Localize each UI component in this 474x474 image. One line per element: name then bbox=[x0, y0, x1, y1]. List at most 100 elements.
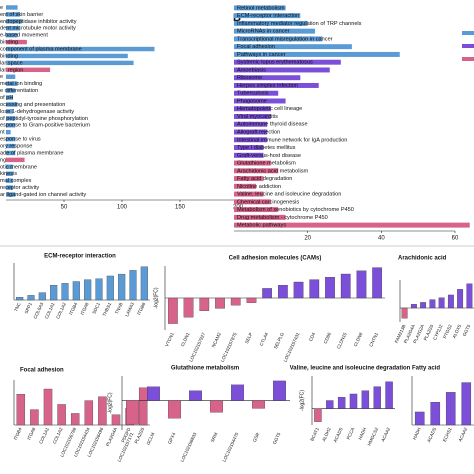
bar bbox=[6, 95, 13, 100]
category-label: ECHS1 bbox=[442, 426, 453, 442]
category-label: GGT5 bbox=[462, 323, 472, 337]
category-label: Metabolic pathways bbox=[237, 223, 286, 229]
panel-title: ECM-receptor interaction bbox=[44, 254, 116, 260]
panel-title: Arachidonic acid bbox=[398, 256, 447, 262]
category-label: HADH bbox=[357, 427, 367, 441]
bar bbox=[70, 413, 80, 426]
category-label: Tuberculosis bbox=[237, 91, 269, 97]
bar bbox=[6, 157, 25, 163]
bar bbox=[414, 411, 425, 426]
bar bbox=[6, 74, 16, 79]
category-label: SRM bbox=[210, 432, 219, 443]
category-label: Nicotine addiction bbox=[237, 184, 281, 190]
bar bbox=[401, 307, 408, 319]
bar bbox=[30, 409, 39, 426]
bar bbox=[234, 59, 341, 65]
bar bbox=[461, 382, 472, 426]
category-label: Graft-versus-host disease bbox=[237, 153, 301, 159]
bar bbox=[6, 109, 13, 114]
category-label: CNTN1 bbox=[368, 331, 379, 347]
bar bbox=[234, 20, 308, 26]
category-label: COL1A2 bbox=[52, 426, 64, 444]
category-label: NCAM2 bbox=[211, 331, 222, 348]
bar bbox=[50, 285, 58, 301]
bar bbox=[168, 400, 181, 419]
bar bbox=[6, 53, 128, 59]
bar bbox=[6, 19, 23, 24]
category-label: Inflammatory mediator regulation of TRP … bbox=[237, 21, 362, 27]
category-label: receptor activity bbox=[0, 185, 39, 191]
category-label: ACADS bbox=[426, 427, 437, 443]
bar bbox=[234, 114, 271, 119]
bar bbox=[234, 183, 257, 189]
bar bbox=[234, 152, 264, 158]
category-label: component of plasma membrane bbox=[0, 47, 82, 53]
category-label: SELPLG bbox=[273, 331, 285, 349]
bar bbox=[6, 81, 18, 86]
category-label: Focal adhesion bbox=[237, 44, 275, 50]
category-label: ITGB8 bbox=[136, 301, 146, 315]
bar bbox=[314, 408, 322, 422]
legend-swatch bbox=[462, 44, 474, 48]
bar bbox=[356, 270, 367, 299]
category-label: ALOX5 bbox=[451, 323, 462, 339]
category-label: PLA2G5 bbox=[133, 426, 145, 444]
category-label: otic membrane bbox=[0, 164, 37, 170]
category-label: lar space bbox=[0, 60, 23, 66]
y-axis-label: -log2(FC) bbox=[153, 287, 159, 308]
bar bbox=[138, 387, 148, 426]
bar bbox=[6, 136, 16, 142]
bar bbox=[140, 266, 148, 301]
category-label: Herpes simplex infection bbox=[237, 83, 298, 89]
category-label: Glutathione metabolism bbox=[237, 161, 296, 167]
bar bbox=[231, 384, 244, 401]
bar bbox=[106, 275, 114, 301]
bar bbox=[234, 176, 264, 182]
category-label: BCAT1 bbox=[309, 426, 320, 441]
bar bbox=[27, 295, 35, 301]
bar bbox=[6, 129, 11, 135]
bar bbox=[234, 207, 279, 213]
category-label: of pH bbox=[0, 95, 13, 101]
category-label: Retinol metabolism bbox=[237, 5, 285, 11]
category-label: e bbox=[0, 74, 3, 80]
bar bbox=[309, 279, 320, 299]
bar bbox=[6, 185, 13, 190]
bar bbox=[129, 270, 137, 301]
category-label: ITGA8 bbox=[80, 301, 90, 315]
category-label: THBS1 bbox=[102, 301, 113, 317]
category-label: Drug metabolism - cytochrome P450 bbox=[237, 215, 328, 221]
bar bbox=[126, 400, 139, 425]
bar bbox=[234, 214, 286, 220]
category-label: Systemic lupus erythematosus bbox=[237, 60, 313, 66]
bar bbox=[234, 222, 470, 228]
bar bbox=[234, 44, 352, 50]
bar bbox=[234, 106, 271, 112]
y-axis-label: -log2(FC) bbox=[107, 392, 113, 413]
category-label: CD86 bbox=[323, 331, 333, 344]
category-label: CTLA4 bbox=[259, 331, 270, 346]
category-label: COL6A3 bbox=[32, 301, 44, 319]
bar bbox=[6, 102, 18, 107]
bar bbox=[293, 281, 304, 299]
category-label: CD4 bbox=[308, 331, 317, 342]
bar bbox=[410, 304, 417, 309]
bar bbox=[361, 390, 370, 409]
category-label: PCCA bbox=[346, 427, 356, 440]
bar bbox=[429, 299, 436, 309]
bar bbox=[234, 137, 268, 143]
category-label: Type I diabetes mellitus bbox=[237, 145, 296, 151]
bar bbox=[234, 121, 268, 127]
category-label: LOC102157927 bbox=[188, 331, 206, 362]
bar bbox=[234, 199, 271, 205]
bar bbox=[6, 46, 155, 52]
category-label: esponse to virus bbox=[0, 137, 41, 143]
category-label: ACAA2 bbox=[457, 426, 468, 442]
category-label: Allograft rejection bbox=[237, 130, 280, 136]
bar bbox=[98, 396, 107, 426]
category-label: Transcriptional misregulation in cancer bbox=[237, 36, 333, 42]
bar bbox=[277, 285, 288, 299]
bar bbox=[57, 404, 66, 426]
category-label: endopeptidase inhibitor activity bbox=[0, 19, 77, 25]
category-label: ITGA8 bbox=[26, 426, 36, 440]
